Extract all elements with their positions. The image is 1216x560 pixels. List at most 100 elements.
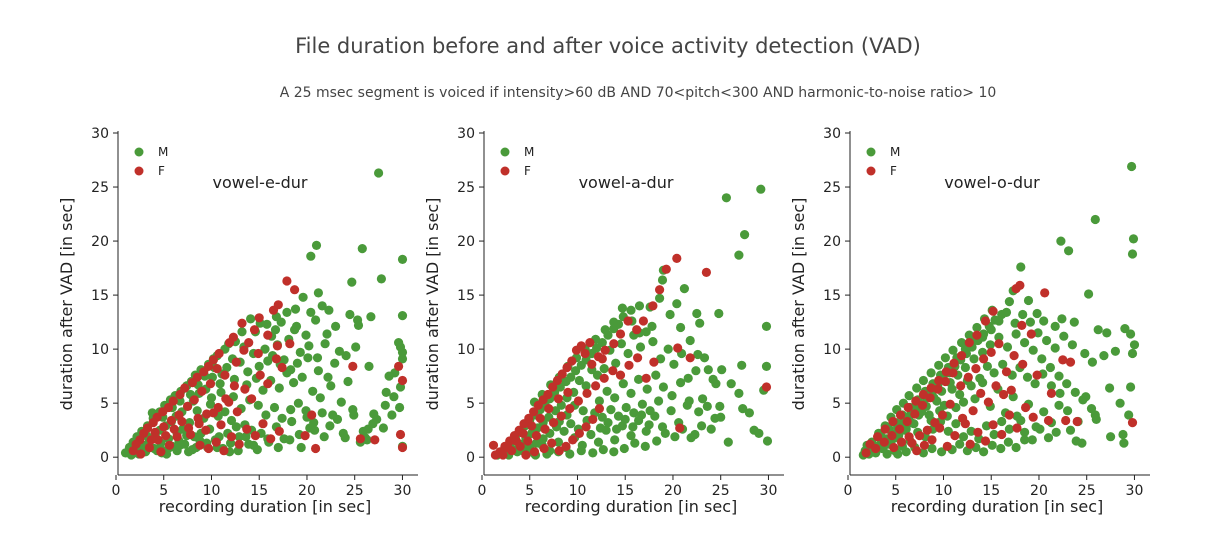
point-M <box>706 424 716 434</box>
y-tick-label: 5 <box>832 396 841 412</box>
point-M <box>237 327 247 337</box>
point-M <box>347 277 357 287</box>
point-M <box>1126 382 1136 392</box>
point-M <box>637 399 648 409</box>
point-M <box>322 329 332 339</box>
point-F <box>971 364 981 374</box>
point-M <box>1046 381 1056 391</box>
point-M <box>1128 234 1139 244</box>
point-M <box>1039 316 1049 326</box>
point-M <box>1110 346 1120 356</box>
panel-vowel-e-dur: 0 5 10 15 20 25 30 0 5 10 15 20 25 30 recording durati… <box>57 126 418 516</box>
point-M <box>345 309 355 320</box>
point-M <box>693 349 703 360</box>
point-M <box>989 368 999 378</box>
panel-annotation: vowel-a-dur <box>579 173 674 192</box>
point-M <box>987 440 997 450</box>
point-M <box>397 254 408 264</box>
point-M <box>192 406 202 416</box>
point-F <box>219 446 229 456</box>
point-F <box>980 436 991 446</box>
point-F <box>254 313 264 323</box>
point-M <box>1016 262 1026 272</box>
point-M <box>1093 325 1103 335</box>
y-tick-label: 0 <box>466 450 475 466</box>
point-F <box>150 427 160 437</box>
point-M <box>234 432 244 442</box>
x-tick-label: 0 <box>478 483 487 499</box>
point-M <box>972 322 982 333</box>
point-F <box>527 421 537 431</box>
point-F <box>911 396 921 406</box>
point-M <box>634 301 645 311</box>
point-M <box>565 449 575 459</box>
point-F <box>169 424 179 434</box>
point-F <box>973 427 983 437</box>
point-F <box>1004 410 1015 420</box>
point-F <box>519 419 529 429</box>
point-M <box>1004 297 1015 307</box>
point-M <box>989 429 999 440</box>
point-F <box>903 402 913 413</box>
point-F <box>249 325 260 335</box>
point-M <box>387 410 397 420</box>
point-F <box>999 389 1009 400</box>
x-tick-label: 30 <box>760 483 778 499</box>
point-M <box>1055 388 1065 398</box>
point-M <box>618 379 628 389</box>
point-F <box>239 345 249 355</box>
y-tick-label: 30 <box>91 126 109 142</box>
point-M <box>1080 348 1090 359</box>
point-M <box>634 374 644 384</box>
point-F <box>395 429 406 440</box>
point-M <box>277 413 287 423</box>
point-M <box>597 412 607 422</box>
point-M <box>669 359 679 369</box>
point-F <box>187 378 197 388</box>
point-M <box>312 353 323 363</box>
point-F <box>213 402 223 413</box>
point-F <box>1127 418 1138 428</box>
point-M <box>685 335 695 346</box>
legend-marker-F <box>866 166 876 176</box>
point-M <box>994 316 1004 326</box>
point-F <box>937 410 948 420</box>
y-tick-label: 5 <box>100 396 109 412</box>
point-M <box>330 358 340 368</box>
point-F <box>232 407 242 417</box>
point-M <box>274 383 284 393</box>
point-M <box>1099 351 1109 361</box>
point-M <box>311 240 322 250</box>
point-M <box>756 184 766 194</box>
point-F <box>547 438 557 448</box>
point-M <box>1119 438 1129 448</box>
point-F <box>240 384 250 394</box>
point-M <box>667 391 677 401</box>
point-F <box>282 276 292 286</box>
point-F <box>161 431 171 441</box>
point-M <box>1003 437 1014 447</box>
point-M <box>1002 342 1013 352</box>
point-M <box>320 339 330 349</box>
point-F <box>166 415 176 426</box>
point-M <box>1030 379 1040 389</box>
point-M <box>306 307 316 317</box>
point-F <box>594 404 605 414</box>
point-M <box>726 379 736 389</box>
y-tick-label: 25 <box>457 180 475 196</box>
legend-marker-M <box>866 147 876 157</box>
point-M <box>206 393 217 403</box>
legend-label-F: F <box>524 164 531 178</box>
y-axis-label: duration after VAD [in sec] <box>789 198 808 411</box>
point-F <box>394 361 404 371</box>
point-M <box>734 388 744 398</box>
point-M <box>714 308 724 319</box>
y-tick-label: 30 <box>457 126 475 142</box>
point-M <box>691 366 701 376</box>
point-M <box>289 378 299 388</box>
point-M <box>698 394 708 404</box>
point-F <box>997 429 1007 440</box>
point-F <box>274 426 284 436</box>
point-F <box>581 422 591 432</box>
point-F <box>549 418 559 428</box>
